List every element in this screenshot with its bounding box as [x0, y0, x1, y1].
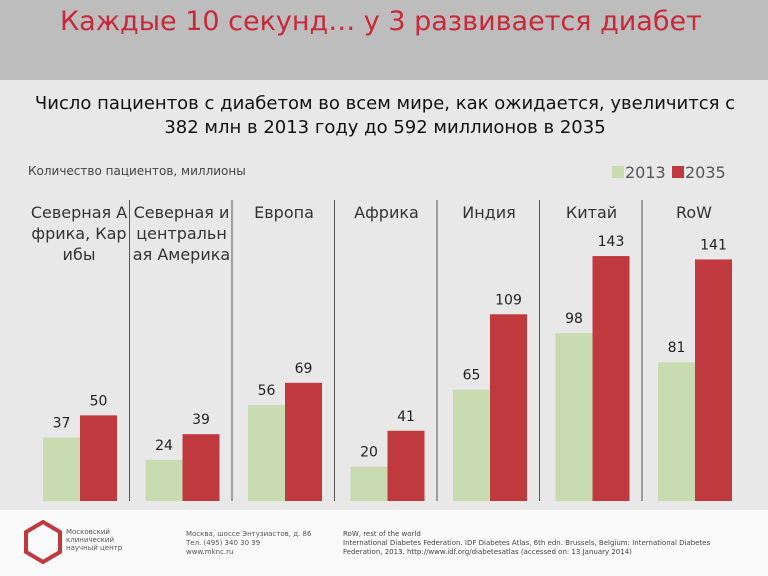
legend-swatch: [612, 166, 624, 178]
bar: [555, 333, 593, 501]
bar: [43, 437, 80, 501]
value-label: 50: [90, 393, 108, 409]
value-label: 39: [192, 412, 210, 428]
bar: [80, 415, 117, 501]
value-label: 141: [700, 237, 727, 253]
subtitle: Число пациентов с диабетом во всем мире,…: [34, 93, 736, 138]
value-label: 81: [668, 340, 686, 356]
address-line: Тел. (495) 340 30 39: [186, 539, 261, 547]
value-label: 24: [155, 438, 173, 454]
bar: [350, 466, 388, 501]
value-label: 41: [397, 409, 415, 425]
logo: [24, 520, 62, 564]
bar: [145, 459, 183, 501]
header-band: [0, 0, 768, 80]
title: Каждые 10 секунд… у 3 развивается диабет: [60, 6, 702, 37]
category-label: Индия: [462, 203, 516, 222]
address-line: Москва, шоссе Энтузиастов, д. 86: [186, 530, 312, 538]
bar: [285, 382, 322, 501]
bar: [490, 314, 527, 501]
bar: [387, 430, 425, 501]
bar: [592, 256, 630, 501]
value-label: 98: [565, 311, 583, 327]
source-line: RoW, rest of the world: [343, 530, 421, 538]
y-axis-label: Количество пациентов, миллионы: [28, 164, 246, 178]
category-label: Европа: [254, 203, 314, 222]
value-label: 20: [360, 445, 378, 461]
address: Москва, шоссе Энтузиастов, д. 86 Тел. (4…: [186, 530, 311, 557]
footer: [0, 510, 768, 576]
bar: [248, 405, 285, 501]
bar: [182, 434, 220, 501]
value-label: 56: [258, 383, 276, 399]
legend-label: 2035: [685, 163, 726, 182]
bar: [658, 362, 695, 501]
logo-text: Московский клинический научный центр: [66, 528, 123, 552]
value-label: 37: [53, 416, 71, 432]
legend-swatch: [672, 166, 684, 178]
value-label: 109: [495, 292, 522, 308]
value-label: 65: [463, 368, 481, 384]
category-label: RoW: [675, 203, 712, 222]
value-label: 143: [598, 234, 625, 250]
source-line: International Diabetes Federation. IDF D…: [343, 539, 711, 556]
bar: [695, 259, 732, 501]
category-label: Северная и центральная Америка: [132, 203, 231, 264]
value-label: 69: [295, 361, 313, 377]
bar: [453, 389, 490, 501]
source: RoW, rest of the world International Dia…: [343, 530, 723, 557]
legend-label: 2013: [625, 163, 666, 182]
category-label: Китай: [565, 203, 618, 222]
category-label: Северная Африка, Карибы: [30, 203, 128, 264]
category-label: Африка: [354, 203, 419, 222]
address-line: www.mknc.ru: [186, 548, 234, 556]
